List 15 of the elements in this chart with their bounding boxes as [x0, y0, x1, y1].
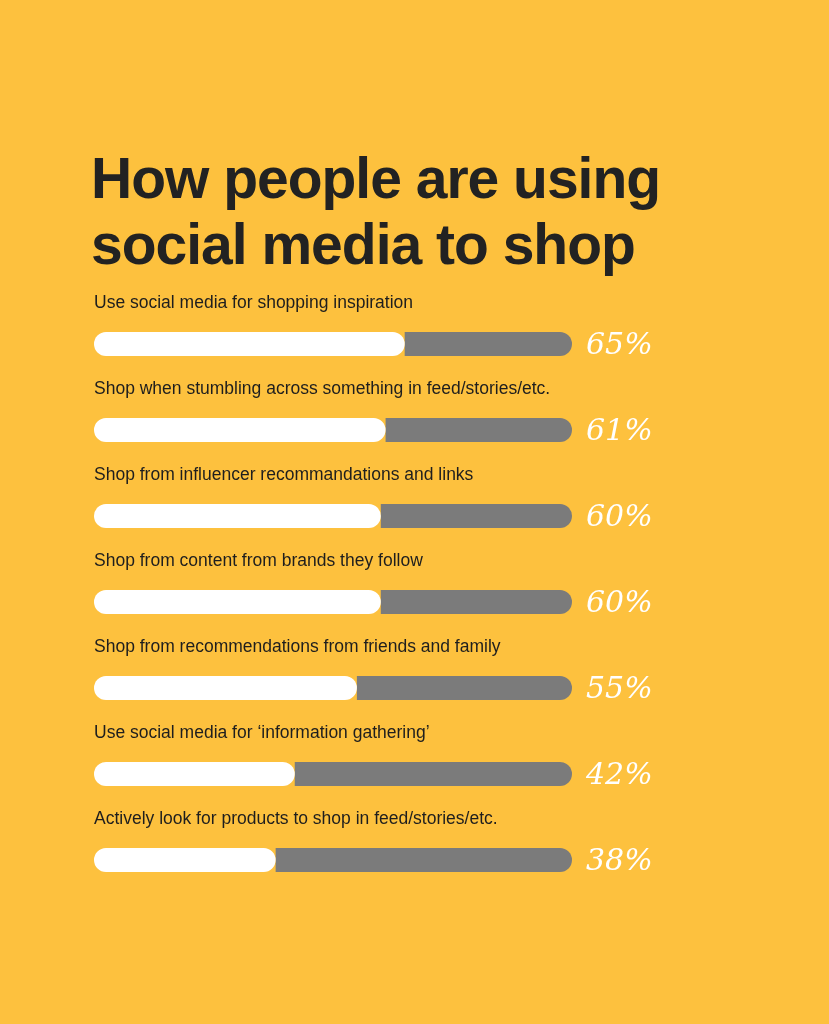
data-label: 55% [586, 670, 653, 705]
data-label: 38% [586, 842, 653, 877]
data-label: 65% [586, 326, 653, 361]
data-label: 42% [585, 756, 653, 791]
chart-title: How people are using social media to shop [91, 146, 661, 276]
y-tick-label: Shop from influencer recommandations and links [94, 464, 474, 484]
y-tick-label: Actively look for products to shop in feed/stories/etc. [94, 808, 498, 828]
y-tick-label: Shop from content from brands they follow [94, 550, 424, 570]
y-tick-label: Shop from recommendations from friends and family [94, 636, 501, 656]
data-label: 60% [586, 498, 653, 533]
data-label: 60% [586, 584, 653, 619]
y-tick-label: Use social media for ‘information gathering’ [94, 722, 430, 742]
y-tick-label: Use social media for shopping inspiration [94, 292, 414, 312]
data-label: 61% [586, 412, 653, 447]
y-tick-label: Shop when stumbling across something in feed/stories/etc. [94, 378, 551, 398]
